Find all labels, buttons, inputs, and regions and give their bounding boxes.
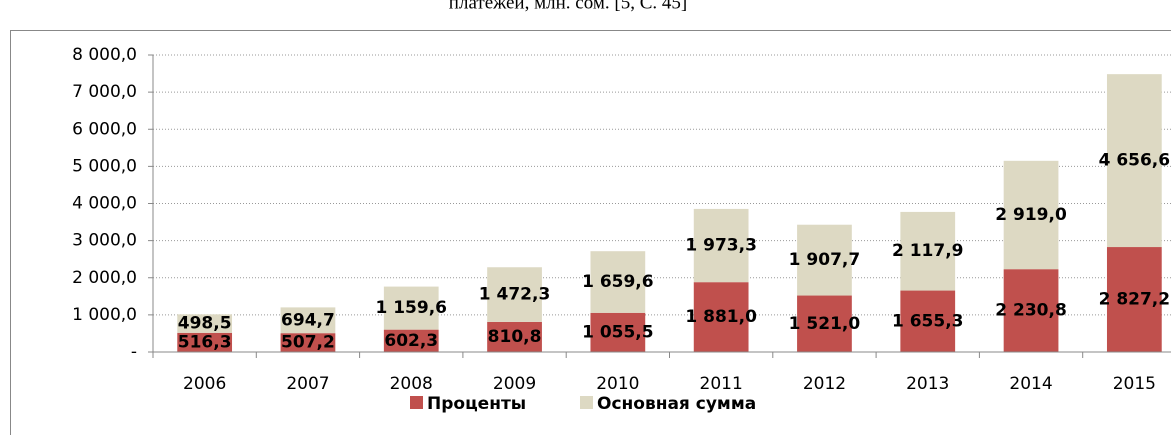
bar-segment	[693, 282, 749, 352]
bar-segment	[177, 332, 233, 352]
x-tick-label: 2009	[493, 374, 536, 394]
data-label: 694,7	[281, 310, 335, 330]
legend-swatch	[580, 396, 593, 409]
legend-swatch	[410, 396, 423, 409]
x-tick-label: 2011	[700, 374, 743, 394]
data-label: 1 881,0	[685, 307, 757, 327]
caption: платежей, млн. сом. [5, С. 45]	[449, 0, 687, 13]
bar-segment	[280, 333, 336, 352]
data-label: 1 055,5	[582, 322, 654, 342]
x-tick-label: 2012	[803, 374, 846, 394]
y-tick-label: 8 000,0	[72, 45, 137, 65]
bar-segment	[487, 267, 542, 322]
data-label: 602,3	[384, 331, 438, 351]
y-tick-label: 4 000,0	[72, 194, 137, 214]
chart-frame	[10, 30, 1171, 435]
x-tick-label: 2008	[390, 374, 433, 394]
bar-segment	[280, 307, 336, 334]
bar-segment	[487, 321, 542, 352]
bar-segment	[693, 208, 749, 283]
bar-segment	[1106, 74, 1162, 248]
bar-segment	[383, 329, 439, 352]
y-tick-label: 7 000,0	[72, 82, 137, 102]
bar-segment	[797, 224, 852, 296]
x-tick-label: 2015	[1113, 374, 1156, 394]
bar-segment	[1106, 247, 1162, 352]
data-label: 2 919,0	[995, 205, 1067, 225]
bar-segment	[900, 211, 956, 291]
bar-segment	[1003, 269, 1059, 352]
y-tick-label: -	[131, 342, 137, 362]
data-label: 1 655,3	[892, 311, 964, 331]
bar-segment	[383, 286, 439, 330]
data-label: 1 159,6	[375, 298, 447, 318]
x-tick-label: 2007	[286, 374, 329, 394]
data-label: 2 827,2	[1099, 290, 1171, 310]
legend-label: Проценты	[427, 394, 526, 414]
y-tick-label: 5 000,0	[72, 156, 137, 176]
y-tick-label: 3 000,0	[72, 231, 137, 251]
bar-segment	[797, 295, 852, 352]
data-label: 516,3	[178, 332, 232, 352]
bar-segment	[177, 314, 233, 333]
data-label: 810,8	[488, 327, 542, 347]
data-label: 4 656,6	[1099, 151, 1171, 171]
bar-segment	[590, 251, 646, 313]
data-label: 1 973,3	[685, 236, 757, 256]
y-tick-label: 6 000,0	[72, 119, 137, 139]
y-tick-label: 1 000,0	[72, 305, 137, 325]
x-tick-label: 2010	[596, 374, 639, 394]
data-label: 1 472,3	[479, 285, 551, 305]
legend-label: Основная сумма	[597, 394, 756, 414]
bar-segment	[590, 312, 646, 352]
bar-segment	[900, 290, 956, 352]
x-tick-label: 2006	[183, 374, 226, 394]
data-label: 2 230,8	[995, 301, 1067, 321]
data-label: 2 117,9	[892, 241, 964, 261]
data-label: 498,5	[178, 314, 232, 334]
x-tick-label: 2013	[906, 374, 949, 394]
x-tick-label: 2014	[1009, 374, 1052, 394]
data-label: 1 907,7	[789, 250, 861, 270]
data-label: 507,2	[281, 333, 335, 353]
y-tick-label: 2 000,0	[72, 268, 137, 288]
data-label: 1 521,0	[789, 314, 861, 334]
data-label: 1 659,6	[582, 272, 654, 292]
bar-segment	[1003, 160, 1059, 270]
